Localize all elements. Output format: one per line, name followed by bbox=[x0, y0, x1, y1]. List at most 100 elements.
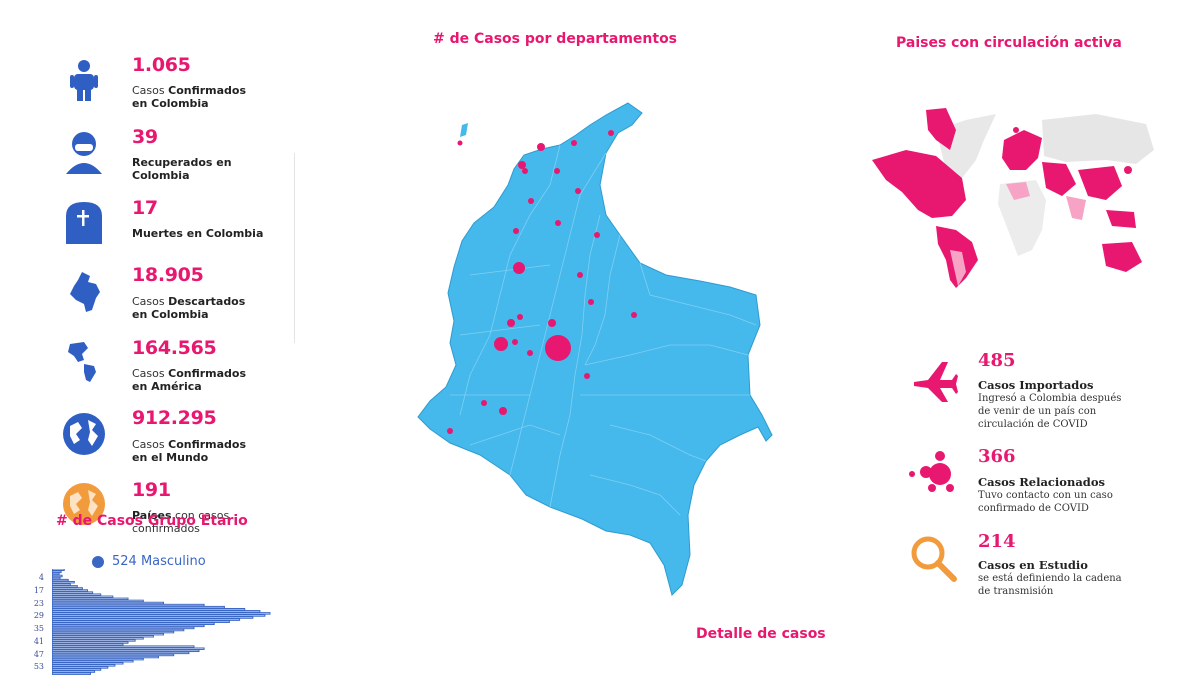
age-bar bbox=[52, 576, 61, 580]
age-label: 35 bbox=[33, 624, 44, 633]
study-number: 214 bbox=[978, 531, 1016, 552]
age-label: 47 bbox=[33, 650, 44, 659]
age-bar bbox=[52, 672, 91, 675]
age-bar bbox=[52, 593, 102, 596]
age-bar bbox=[52, 610, 261, 613]
case-bubble bbox=[594, 232, 600, 238]
age-bar bbox=[52, 641, 129, 644]
confirmed-america-label: Casos Confirmados en América bbox=[132, 367, 247, 393]
age-bar bbox=[52, 653, 175, 657]
colombia-map bbox=[417, 102, 773, 596]
age-bar bbox=[52, 583, 71, 586]
legend-label: 524 Masculino bbox=[112, 554, 206, 569]
details-title: Detalle de casos bbox=[696, 626, 826, 642]
case-bubble bbox=[631, 312, 637, 318]
age-label: 17 bbox=[33, 586, 44, 595]
age-bar bbox=[52, 618, 241, 621]
age-bar bbox=[52, 603, 205, 607]
countries-title: Paises con circulación activa bbox=[896, 35, 1122, 51]
countries-number: 191 bbox=[132, 479, 171, 501]
age-bar bbox=[52, 666, 109, 669]
china-shape bbox=[1078, 166, 1122, 200]
confirmed-world-label: Casos Confirmados en el Mundo bbox=[132, 438, 247, 464]
case-bubble bbox=[507, 319, 515, 327]
south-america-light bbox=[950, 250, 966, 286]
se-asia-shape bbox=[1106, 210, 1136, 228]
case-bubble bbox=[548, 319, 556, 327]
imported-number: 485 bbox=[978, 350, 1016, 371]
case-bubble bbox=[447, 428, 453, 434]
north-africa-shape bbox=[1006, 182, 1030, 200]
americas-map-icon bbox=[68, 342, 96, 382]
confirmed-colombia-label: Casos Confirmados en Colombia bbox=[132, 84, 247, 110]
age-label: 29 bbox=[33, 611, 44, 620]
imported-title: Casos Importados bbox=[978, 378, 1094, 392]
age-bar bbox=[52, 643, 124, 646]
europe-shape bbox=[1002, 130, 1042, 170]
imported-desc: Ingresó a Colombia después de venir de u… bbox=[978, 393, 1122, 430]
case-bubble bbox=[608, 130, 614, 136]
age-label: 53 bbox=[33, 662, 44, 671]
age-bar bbox=[52, 657, 144, 661]
department-borders bbox=[450, 144, 757, 516]
age-bar bbox=[52, 578, 69, 582]
russia-shape bbox=[1042, 114, 1154, 164]
case-bubble bbox=[457, 140, 463, 146]
case-bubble bbox=[545, 335, 571, 361]
age-bar bbox=[52, 599, 144, 603]
age-bar bbox=[52, 649, 200, 653]
divider bbox=[294, 153, 295, 343]
case-bubble bbox=[513, 262, 525, 274]
world-map bbox=[872, 108, 1154, 288]
age-bar bbox=[52, 647, 205, 650]
middle-east-shape bbox=[1042, 162, 1076, 196]
age-bar bbox=[52, 601, 164, 605]
san-andres-island bbox=[460, 123, 468, 137]
age-bar bbox=[52, 628, 185, 632]
age-bar bbox=[52, 595, 114, 599]
case-bubble bbox=[522, 168, 528, 174]
age-bar bbox=[52, 637, 144, 640]
case-bubble bbox=[499, 407, 507, 415]
tombstone-icon bbox=[66, 202, 102, 244]
colombia-shape bbox=[417, 102, 773, 596]
airplane-icon bbox=[914, 362, 958, 402]
age-label: 41 bbox=[33, 637, 44, 646]
case-bubble bbox=[528, 198, 534, 204]
deaths-label: Muertes en Colombia bbox=[132, 227, 264, 240]
africa-shape bbox=[998, 180, 1046, 256]
north-america-shape bbox=[872, 150, 966, 218]
japan-shape bbox=[1124, 166, 1132, 174]
uk-shape bbox=[1013, 127, 1019, 133]
age-bar bbox=[52, 662, 124, 665]
study-title: Casos en Estudio bbox=[978, 558, 1088, 572]
confirmed-america-number: 164.565 bbox=[132, 337, 217, 359]
age-bar bbox=[52, 589, 88, 592]
countries-label: Países con casos confirmados bbox=[132, 509, 230, 535]
age-bar bbox=[52, 569, 65, 571]
case-bubble bbox=[518, 161, 526, 169]
age-bar bbox=[52, 655, 159, 659]
age-bar bbox=[52, 597, 129, 601]
age-bar bbox=[52, 580, 75, 584]
related-title: Casos Relacionados bbox=[978, 475, 1105, 489]
person-icon bbox=[70, 60, 98, 101]
case-bubbles bbox=[447, 130, 637, 434]
case-bubble bbox=[494, 337, 508, 351]
case-bubble bbox=[588, 299, 594, 305]
discarded-number: 18.905 bbox=[132, 264, 204, 286]
age-bar bbox=[52, 651, 190, 655]
age-bar bbox=[52, 645, 195, 648]
age-label: 23 bbox=[33, 599, 44, 608]
case-bubble bbox=[571, 140, 577, 146]
age-bar bbox=[52, 572, 60, 576]
legend-dot bbox=[92, 556, 104, 568]
case-bubble bbox=[513, 228, 519, 234]
recovered-label: Recuperados en Colombia bbox=[132, 156, 232, 182]
age-bar bbox=[52, 574, 63, 578]
age-bar bbox=[52, 607, 246, 611]
age-bar bbox=[52, 591, 94, 594]
canada-north-shape bbox=[926, 108, 956, 150]
confirmed-colombia-number: 1.065 bbox=[132, 54, 191, 76]
confirmed-world-number: 912.295 bbox=[132, 407, 217, 429]
